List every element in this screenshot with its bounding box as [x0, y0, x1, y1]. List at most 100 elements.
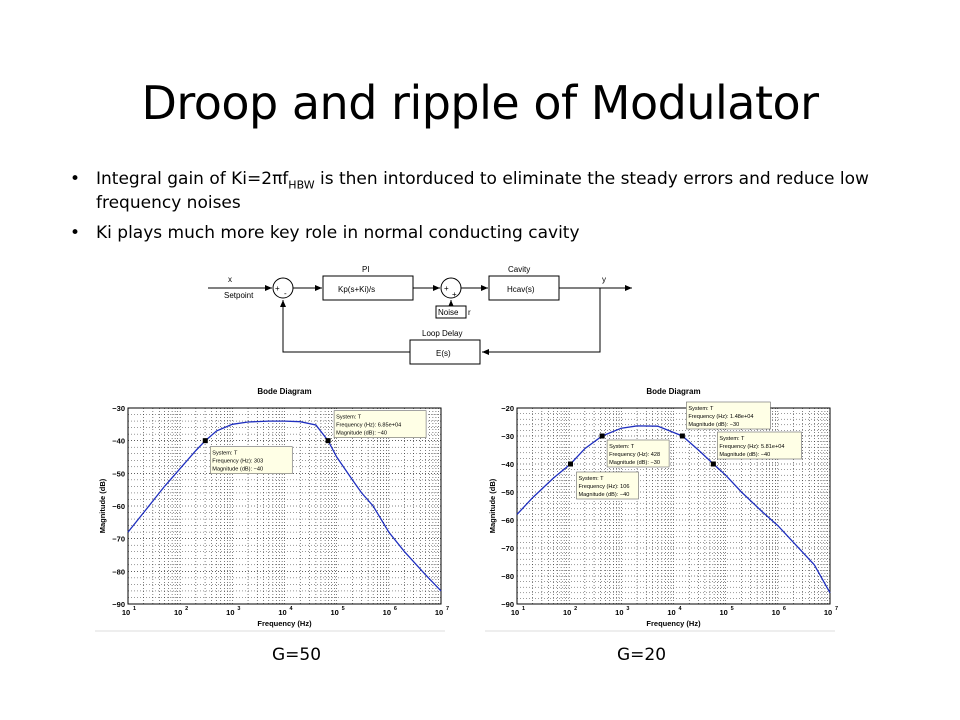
x-tick-label: 10: [563, 608, 571, 617]
y-tick-label: −60: [501, 516, 514, 525]
x-tick-exponent: 3: [626, 606, 629, 612]
x-tick-exponent: 4: [679, 606, 683, 612]
x-tick-exponent: 6: [783, 606, 786, 612]
block-diagram: x Setpoint PI Kp(s+Ki)/s Cavity Hcav(s) …: [208, 265, 632, 365]
x-tick-label: 10: [667, 608, 675, 617]
diagram-pi-tf: Kp(s+Ki)/s: [338, 285, 375, 294]
diagram-output-label: y: [602, 275, 606, 284]
slide-title: Droop and ripple of Modulator: [141, 76, 819, 130]
x-tick-label: 10: [772, 608, 780, 617]
y-tick-label: −80: [112, 567, 125, 576]
diagram-input-label: x: [228, 275, 232, 284]
data-tip-text: Magnitude (dB): −40: [336, 431, 387, 437]
diagram-cavity-tf: Hcav(s): [507, 285, 535, 294]
x-tick-label: 10: [174, 608, 182, 617]
y-tick-label: −40: [501, 460, 514, 469]
data-tip-text: Frequency (Hz): 6.85e+04: [336, 423, 401, 429]
bullet-item: • Integral gain of Ki=2πfHBW is then int…: [70, 169, 940, 213]
data-tip-text: Frequency (Hz): 106: [578, 484, 629, 490]
data-marker: [710, 461, 716, 467]
x-tick-label: 10: [383, 608, 391, 617]
x-tick-exponent: 7: [446, 606, 449, 612]
data-tip-text: Frequency (Hz): 303: [212, 459, 263, 465]
data-tip-text: Frequency (Hz): 428: [609, 452, 660, 458]
data-tip-text: Magnitude (dB): −40: [719, 452, 770, 458]
y-tick-label: −80: [501, 572, 514, 581]
data-tip-text: Magnitude (dB): −30: [609, 460, 660, 466]
x-tick-label: 10: [278, 608, 286, 617]
diagram-delay-label: Loop Delay: [422, 329, 462, 338]
data-tip-box: [333, 410, 427, 438]
caption-g50: G=50: [272, 645, 322, 665]
data-tip-text: System: T: [688, 406, 714, 412]
y-tick-label: −40: [112, 437, 125, 446]
x-tick-label: 10: [824, 608, 832, 617]
x-tick-exponent: 6: [394, 606, 397, 612]
y-tick-label: −90: [501, 600, 514, 609]
data-tip-box: [717, 431, 802, 460]
bullet-glyph: •: [70, 223, 81, 244]
data-marker: [567, 461, 573, 467]
data-tip-text: Magnitude (dB): −40: [578, 492, 629, 498]
data-marker: [202, 438, 208, 444]
x-tick-exponent: 1: [522, 606, 525, 612]
chart-title: Bode Diagram: [257, 387, 311, 396]
x-tick-label: 10: [226, 608, 234, 617]
data-tip-text: System: T: [578, 476, 604, 482]
x-axis-label: Frequency (Hz): [646, 619, 701, 628]
data-marker: [325, 438, 331, 444]
diagram-cavity-label: Cavity: [508, 265, 530, 274]
x-tick-label: 10: [122, 608, 130, 617]
bullet-text-pre: Integral gain of Ki=2πf: [96, 169, 289, 189]
bullet-glyph: •: [70, 169, 81, 189]
diagram-delay-tf: E(s): [436, 349, 451, 358]
data-tip-text: System: T: [212, 451, 238, 457]
y-tick-label: −70: [501, 544, 514, 553]
bullet-text-sub: HBW: [288, 178, 315, 192]
y-tick-label: −60: [112, 502, 125, 511]
data-tip-box: [606, 439, 670, 468]
data-tip-box: [209, 446, 293, 474]
data-tip-text: System: T: [719, 436, 745, 442]
diagram-sum1-minus: -: [284, 289, 287, 298]
data-tip-text: System: T: [336, 415, 362, 421]
diagram-setpoint-label: Setpoint: [224, 291, 254, 300]
bullet-item: • Ki plays much more key role in normal …: [70, 224, 940, 243]
caption-g20: G=20: [617, 645, 667, 665]
magnitude-line: [127, 420, 442, 592]
data-marker: [679, 433, 685, 439]
data-tip-text: Magnitude (dB): −30: [688, 422, 739, 428]
x-tick-label: 10: [511, 608, 519, 617]
diagram-pi-label: PI: [362, 265, 370, 274]
chart-title: Bode Diagram: [646, 387, 700, 396]
data-tip-text: Magnitude (dB): −40: [212, 467, 263, 473]
diagram-noise-symbol: r: [468, 308, 471, 317]
x-tick-exponent: 5: [731, 606, 734, 612]
diagram-noise-label: Noise: [438, 308, 459, 317]
x-tick-exponent: 3: [237, 606, 240, 612]
x-tick-exponent: 2: [574, 606, 577, 612]
diagram-sum1-plus: +: [275, 284, 280, 293]
grid-lines: [516, 407, 830, 605]
y-tick-label: −30: [501, 432, 514, 441]
y-axis-label: Magnitude (dB): [98, 478, 107, 533]
data-tip-text: Frequency (Hz): 5.81e+04: [719, 444, 784, 450]
y-tick-label: −50: [112, 469, 125, 478]
data-tip-text: Frequency (Hz): 1.48e+04: [688, 414, 753, 420]
data-marker: [599, 433, 605, 439]
data-tip-box: [576, 471, 639, 500]
x-tick-exponent: 1: [133, 606, 136, 612]
x-tick-exponent: 2: [185, 606, 188, 612]
y-tick-label: −90: [112, 600, 125, 609]
x-tick-label: 10: [615, 608, 623, 617]
bullet-list: • Integral gain of Ki=2πfHBW is then int…: [70, 169, 940, 254]
x-tick-exponent: 4: [290, 606, 294, 612]
y-tick-label: −30: [112, 404, 125, 413]
y-axis-label: Magnitude (dB): [488, 478, 497, 533]
x-tick-exponent: 5: [342, 606, 345, 612]
data-tip-text: System: T: [609, 444, 635, 450]
diagram-sum2-plus-b: +: [452, 290, 457, 299]
x-tick-label: 10: [330, 608, 338, 617]
